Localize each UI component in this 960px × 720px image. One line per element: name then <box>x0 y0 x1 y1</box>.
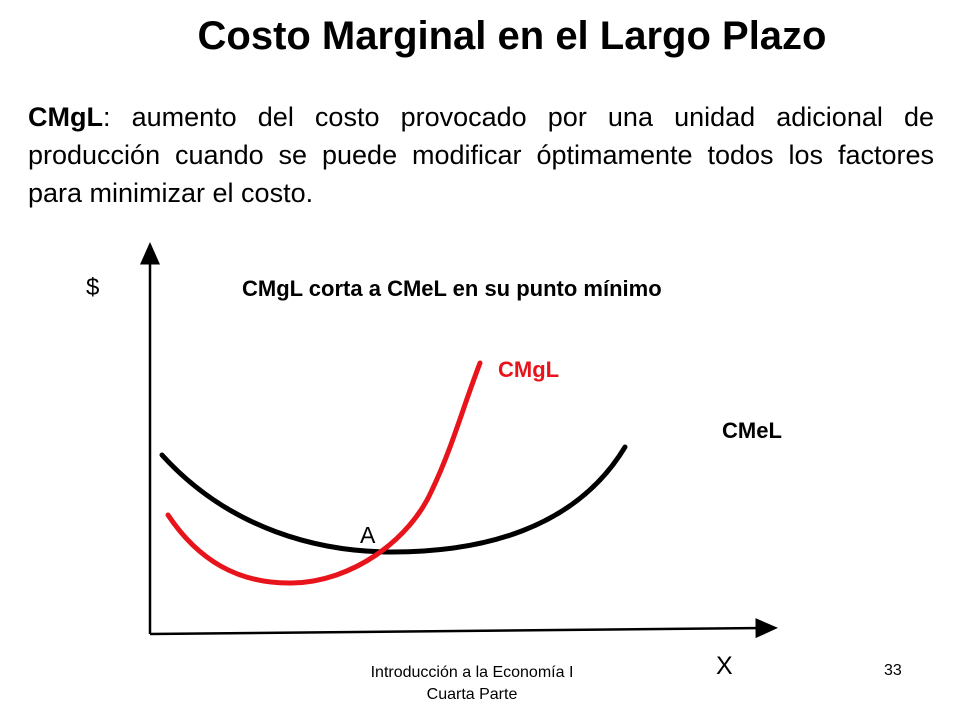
x-axis-label: X <box>716 652 733 680</box>
footer-text: Introducción a la Economía I Cuarta Part… <box>332 662 612 706</box>
diagram-note: CMgL corta a CMeL en su punto mínimo <box>242 276 662 301</box>
cmgl-curve <box>165 360 483 586</box>
cmel-curve <box>159 444 628 555</box>
cmgl-curve-label: CMgL <box>498 357 560 382</box>
definition-term: CMgL <box>28 102 103 132</box>
footer-line-2: Cuarta Parte <box>426 686 518 703</box>
definition-text: CMgL: aumento del costo provocado por un… <box>28 98 934 212</box>
x-axis <box>149 618 778 639</box>
point-a-label: A <box>360 522 376 548</box>
y-axis-label: $ <box>86 274 100 301</box>
page-number: 33 <box>884 662 902 679</box>
cmel-curve-label: CMeL <box>722 418 782 443</box>
definition-body: : aumento del costo provocado por una un… <box>28 102 934 208</box>
footer-line-1: Introducción a la Economía I <box>370 664 574 681</box>
slide-title: Costo Marginal en el Largo Plazo <box>197 14 827 58</box>
